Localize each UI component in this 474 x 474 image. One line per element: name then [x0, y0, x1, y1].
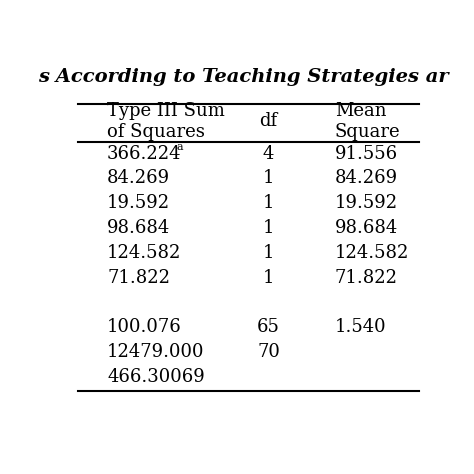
Text: 84.269: 84.269: [107, 169, 170, 187]
Text: 100.076: 100.076: [107, 319, 182, 337]
Text: 1: 1: [263, 244, 274, 262]
Text: 12479.000: 12479.000: [107, 343, 204, 361]
Text: s According to Teaching Strategies ar: s According to Teaching Strategies ar: [37, 68, 448, 86]
Text: 98.684: 98.684: [335, 219, 398, 237]
Text: 466.30069: 466.30069: [107, 368, 205, 386]
Text: 71.822: 71.822: [107, 269, 170, 287]
Text: 84.269: 84.269: [335, 169, 398, 187]
Text: 71.822: 71.822: [335, 269, 398, 287]
Text: 98.684: 98.684: [107, 219, 170, 237]
Text: 1.540: 1.540: [335, 319, 386, 337]
Text: 1: 1: [263, 169, 274, 187]
Text: Mean
Square: Mean Square: [335, 102, 401, 140]
Text: 124.582: 124.582: [335, 244, 409, 262]
Text: 19.592: 19.592: [107, 194, 170, 212]
Text: 70: 70: [257, 343, 280, 361]
Text: 1: 1: [263, 269, 274, 287]
Text: 19.592: 19.592: [335, 194, 398, 212]
Text: 65: 65: [257, 319, 280, 337]
Text: 4: 4: [263, 145, 274, 163]
Text: 124.582: 124.582: [107, 244, 182, 262]
Text: 91.556: 91.556: [335, 145, 398, 163]
Text: df: df: [260, 112, 278, 130]
Text: a: a: [177, 142, 183, 152]
Text: Type III Sum
of Squares: Type III Sum of Squares: [107, 102, 225, 140]
Text: 1: 1: [263, 194, 274, 212]
Text: 366.224: 366.224: [107, 145, 182, 163]
Text: 1: 1: [263, 219, 274, 237]
